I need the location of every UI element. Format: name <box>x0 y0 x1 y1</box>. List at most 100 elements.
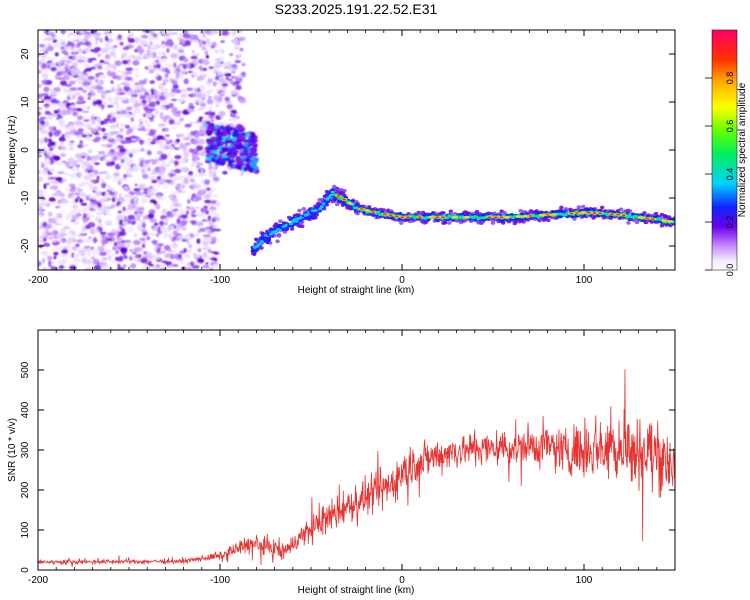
heatmap-cell <box>186 249 193 253</box>
heatmap-cell <box>546 218 551 222</box>
heatmap-cell <box>71 162 79 167</box>
heatmap-cell <box>487 216 492 218</box>
heatmap-cell <box>231 82 240 86</box>
heatmap-cell <box>87 160 95 166</box>
heatmap-cell <box>161 66 166 72</box>
heatmap-cell <box>51 32 56 39</box>
heatmap-cell <box>115 250 119 255</box>
heatmap-cell <box>102 132 109 136</box>
heatmap-cell <box>67 157 75 164</box>
heatmap-cell <box>76 258 82 263</box>
heatmap-cell <box>122 46 129 51</box>
heatmap-cell <box>188 102 194 107</box>
heatmap-cell <box>57 38 66 43</box>
heatmap-cell <box>50 237 58 243</box>
heatmap-cell <box>163 92 170 97</box>
heatmap-cell <box>146 232 155 236</box>
heatmap-cell <box>99 251 107 256</box>
heatmap-cell <box>125 124 130 129</box>
heatmap-cell <box>178 253 182 259</box>
heatmap-cell <box>109 54 117 57</box>
heatmap-cell <box>116 257 121 262</box>
heatmap-cell <box>278 219 283 223</box>
heatmap-cell <box>45 37 53 42</box>
heatmap-cell <box>111 88 115 93</box>
heatmap-cell <box>154 107 161 112</box>
heatmap-cell <box>584 214 589 219</box>
heatmap-cell <box>130 148 137 154</box>
heatmap-cell <box>38 53 42 57</box>
heatmap-cell <box>191 138 200 145</box>
heatmap-cell <box>101 182 107 189</box>
heatmap-cell <box>71 67 79 70</box>
heatmap-cell <box>92 237 98 244</box>
heatmap-cell <box>69 87 78 91</box>
heatmap-cell <box>106 104 114 108</box>
heatmap-cell <box>202 241 209 246</box>
heatmap-cell <box>60 80 67 86</box>
heatmap-cell <box>105 212 111 216</box>
heatmap-cell <box>154 56 162 59</box>
heatmap-cell <box>141 125 145 132</box>
heatmap-cell <box>179 143 185 148</box>
heatmap-cell <box>350 199 355 203</box>
heatmap-cell <box>133 107 141 113</box>
heatmap-cell <box>207 77 214 84</box>
heatmap-cell <box>43 137 48 143</box>
heatmap-cell <box>190 130 196 136</box>
heatmap-cell <box>162 160 166 166</box>
heatmap-cell <box>241 72 245 76</box>
heatmap-cell <box>168 195 174 200</box>
heatmap-cell <box>160 226 167 232</box>
heatmap-cell <box>327 196 332 199</box>
heatmap-cell <box>167 151 171 158</box>
heatmap-cell <box>110 160 116 166</box>
heatmap-cell <box>118 193 123 198</box>
heatmap-cell <box>182 136 191 141</box>
heatmap-cell <box>217 70 223 76</box>
heatmap-cell <box>52 39 58 43</box>
heatmap-cell <box>231 94 237 97</box>
heatmap-cell <box>82 38 87 42</box>
heatmap-cell <box>335 202 340 207</box>
heatmap-cell <box>76 115 84 121</box>
heatmap-cell <box>100 179 105 184</box>
heatmap-cell <box>175 110 183 114</box>
heatmap-cell <box>72 245 78 250</box>
heatmap-cell <box>65 242 73 249</box>
heatmap-cell <box>546 214 550 216</box>
heatmap-cell <box>154 59 160 64</box>
colorbar-gradient <box>711 29 738 271</box>
heatmap-cell <box>318 207 323 211</box>
heatmap-cell <box>159 220 165 226</box>
heatmap-cell <box>218 161 224 165</box>
heatmap-cell <box>221 83 229 87</box>
heatmap-cell <box>138 237 147 241</box>
heatmap-cell <box>77 246 82 250</box>
heatmap-cell <box>50 103 58 108</box>
heatmap-cell <box>200 101 204 108</box>
heatmap-cell <box>227 65 233 71</box>
heatmap-cell <box>116 84 122 87</box>
heatmap-cell <box>48 199 57 202</box>
heatmap-cell <box>181 88 187 93</box>
heatmap-cell <box>249 161 255 167</box>
heatmap-cell <box>197 108 204 111</box>
heatmap-cell <box>187 175 195 180</box>
snr-x-tick-label: -200 <box>28 575 48 586</box>
heatmap-cell <box>196 238 201 244</box>
heatmap-cell <box>63 126 69 130</box>
heatmap-cell <box>102 135 108 140</box>
heatmap-cell <box>159 115 164 119</box>
heatmap-cell <box>48 217 53 224</box>
heatmap-cell <box>376 210 381 214</box>
heatmap-cell <box>193 53 201 56</box>
heatmap-cell <box>155 203 161 210</box>
heatmap-cell <box>119 123 128 126</box>
heatmap-cell <box>140 194 145 199</box>
heatmap-cell <box>103 30 109 36</box>
heatmap-cell <box>297 208 302 213</box>
heatmap-cell <box>111 188 117 193</box>
heatmap-cell <box>239 152 247 157</box>
heatmap-cell <box>123 164 127 171</box>
